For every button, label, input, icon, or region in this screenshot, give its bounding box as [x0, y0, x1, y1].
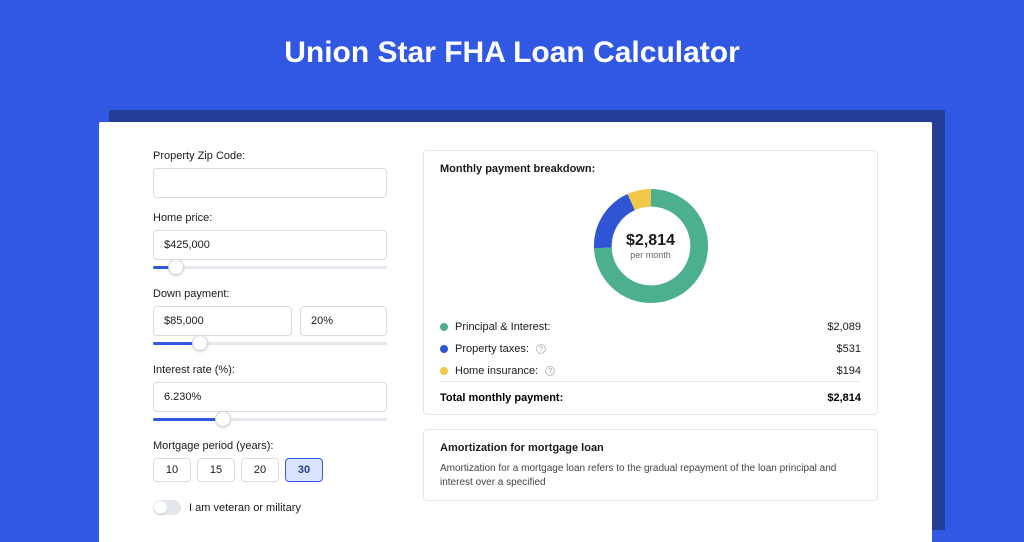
period-option-10[interactable]: 10 — [153, 458, 191, 482]
legend-label: Property taxes: — [455, 343, 529, 355]
zip-input[interactable] — [153, 168, 387, 198]
donut-chart: $2,814 per month — [440, 183, 861, 315]
mortgage-period-label: Mortgage period (years): — [153, 440, 387, 452]
info-icon[interactable]: ? — [545, 366, 555, 376]
down-payment-field: Down payment: — [153, 288, 387, 350]
page-title: Union Star FHA Loan Calculator — [0, 0, 1024, 94]
breakdown-title: Monthly payment breakdown: — [440, 163, 861, 175]
down-payment-input[interactable] — [153, 306, 292, 336]
legend-row: Principal & Interest: $2,089 — [440, 321, 861, 333]
interest-rate-slider[interactable] — [153, 414, 387, 426]
home-price-field: Home price: — [153, 212, 387, 274]
inputs-column: Property Zip Code: Home price: Down paym… — [99, 122, 405, 542]
veteran-toggle[interactable] — [153, 500, 181, 515]
slider-fill — [153, 418, 223, 421]
total-label: Total monthly payment: — [440, 392, 563, 404]
interest-rate-label: Interest rate (%): — [153, 364, 387, 376]
info-icon[interactable]: ? — [536, 344, 546, 354]
home-price-slider[interactable] — [153, 262, 387, 274]
total-row: Total monthly payment: $2,814 — [440, 381, 861, 404]
home-price-label: Home price: — [153, 212, 387, 224]
mortgage-period-field: Mortgage period (years): 10152030 — [153, 440, 387, 482]
zip-label: Property Zip Code: — [153, 150, 387, 162]
slider-thumb[interactable] — [168, 259, 184, 275]
legend-dot — [440, 323, 448, 331]
slider-thumb[interactable] — [192, 335, 208, 351]
legend-dot — [440, 367, 448, 375]
legend-label: Principal & Interest: — [455, 321, 550, 333]
amortization-text: Amortization for a mortgage loan refers … — [440, 462, 861, 490]
down-payment-label: Down payment: — [153, 288, 387, 300]
calculator-card: Property Zip Code: Home price: Down paym… — [99, 122, 932, 542]
legend-dot — [440, 345, 448, 353]
interest-rate-input[interactable] — [153, 382, 387, 412]
legend-label: Home insurance: — [455, 365, 538, 377]
legend-row: Home insurance:? $194 — [440, 365, 861, 377]
slider-track — [153, 266, 387, 269]
amortization-title: Amortization for mortgage loan — [440, 442, 861, 454]
donut-sublabel: per month — [630, 250, 671, 260]
down-payment-slider[interactable] — [153, 338, 387, 350]
zip-field: Property Zip Code: — [153, 150, 387, 198]
period-option-15[interactable]: 15 — [197, 458, 235, 482]
interest-rate-field: Interest rate (%): — [153, 364, 387, 426]
veteran-row: I am veteran or military — [153, 500, 387, 515]
mortgage-period-options: 10152030 — [153, 458, 387, 482]
total-value: $2,814 — [827, 392, 861, 404]
period-option-20[interactable]: 20 — [241, 458, 279, 482]
period-option-30[interactable]: 30 — [285, 458, 323, 482]
legend-value: $531 — [837, 343, 861, 355]
amortization-panel: Amortization for mortgage loan Amortizat… — [423, 429, 878, 501]
down-payment-pct-input[interactable] — [300, 306, 387, 336]
donut-center: $2,814 per month — [592, 187, 710, 305]
breakdown-panel: Monthly payment breakdown: $2,814 per mo… — [423, 150, 878, 415]
legend-row: Property taxes:? $531 — [440, 343, 861, 355]
slider-thumb[interactable] — [215, 411, 231, 427]
results-column: Monthly payment breakdown: $2,814 per mo… — [405, 122, 932, 542]
donut-amount: $2,814 — [626, 232, 675, 250]
breakdown-legend: Principal & Interest: $2,089 Property taxe… — [440, 321, 861, 377]
home-price-input[interactable] — [153, 230, 387, 260]
legend-value: $194 — [837, 365, 861, 377]
legend-value: $2,089 — [827, 321, 861, 333]
